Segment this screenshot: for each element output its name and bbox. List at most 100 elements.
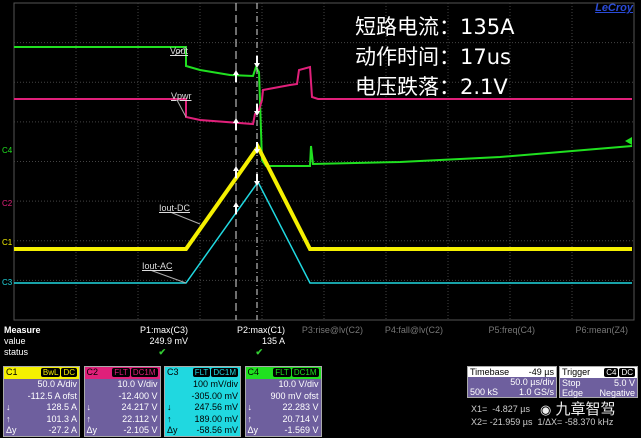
trigger-level: 5.0 V: [613, 378, 635, 388]
label-leader: [176, 99, 187, 118]
timebase-delay: -49 µs: [528, 367, 554, 377]
channel-tag: DC1M: [211, 368, 238, 377]
c3-marker[interactable]: C3: [2, 278, 13, 287]
iout-dc-label: Iout-DC: [159, 203, 191, 213]
channel-scale: 50.0 A/div: [37, 379, 77, 389]
down-arrow-icon: [254, 56, 260, 68]
label-leader: [169, 211, 201, 225]
channel-id: C2: [86, 367, 99, 377]
delta-y-value: -27.2 A: [48, 425, 77, 435]
trigger-label: Trigger: [562, 367, 591, 377]
param-name: P1:max(C3): [139, 325, 188, 335]
delta-y-icon: Δy: [247, 425, 259, 435]
graticule: [13, 2, 635, 321]
value-row-label: value: [4, 336, 26, 346]
annotation-text: 短路电流：135A 动作时间：17us 电压跌落：2.1V: [355, 12, 514, 102]
measure-param-6[interactable]: P6:mean(Z4): [548, 325, 628, 336]
iout-ac-label: Iout-AC: [142, 261, 173, 271]
voltage-drop: 电压跌落：2.1V: [355, 75, 508, 99]
up-arrow-icon: [233, 166, 239, 178]
cursor2-value: 22.112 V: [122, 413, 158, 424]
trigger-mode: Stop: [562, 378, 581, 388]
channel-tag: FLT: [112, 368, 130, 377]
cursor-down-icon: ↓: [86, 402, 92, 412]
measure-title: Measure: [4, 325, 41, 335]
cursor1-value: 22.283 V: [282, 402, 319, 412]
channel-id: C4: [247, 367, 260, 377]
timebase-box[interactable]: Timebase -49 µs 50.0 µs/div 500 kS 1.0 GS/…: [467, 366, 557, 398]
c1-iout-dc-trace: [14, 143, 632, 251]
status-row-label: status: [4, 347, 29, 357]
delta-y-icon: Δy: [86, 425, 98, 435]
measure-param-4[interactable]: P4:fall@lv(C2): [363, 325, 443, 336]
param-name: P2:max(C1): [236, 325, 285, 335]
channel-box-c3[interactable]: C3 FLT DC1M 100 mV/div -305.00 mV ↓ 247.56 …: [164, 366, 241, 437]
c4-vout-trace: [14, 46, 633, 167]
channel-box-c4[interactable]: C4 FLT DC1M 10.0 V/div 900 mV ofst ↓ 22.283…: [244, 366, 322, 437]
param-name: P5:freq(C4): [488, 325, 535, 335]
cursor-down-icon: ↓: [6, 402, 11, 412]
channel-scale: 10.0 V/div: [278, 379, 319, 389]
trigger-type: Edge: [562, 388, 584, 398]
measure-param-5[interactable]: P5:freq(C4): [455, 325, 535, 336]
trigger-level-marker: [625, 137, 632, 145]
channel-tag: FLT: [273, 368, 291, 377]
short-circuit-current: 短路电流：135A: [355, 15, 515, 39]
channel-tag: BwL: [40, 368, 61, 377]
status-check-icon: ✔: [255, 347, 263, 357]
param-name: P6:mean(Z4): [575, 325, 628, 335]
cursor-up-icon: ↑: [167, 413, 172, 424]
cursor1-value: 247.56 mV: [194, 402, 238, 412]
measure-param-1[interactable]: P1:max(C3) 249.9 mV ✔: [108, 325, 188, 358]
channel-offset: -305.00 mV: [191, 390, 238, 401]
channel-box-c1[interactable]: C1 BwL DC 50.0 A/div -112.5 A ofst ↓ 128.5 …: [3, 366, 80, 437]
c1-marker[interactable]: C1: [2, 238, 13, 247]
channel-id: C1: [6, 367, 18, 377]
trigger-coupling: DC: [619, 368, 635, 377]
channel-tag: FLT: [192, 368, 211, 377]
down-arrow-icon: [254, 142, 260, 154]
cursor2-value: 20.714 V: [282, 413, 319, 424]
measure-param-3[interactable]: P3:rise@lv(C2): [283, 325, 363, 336]
cursor2-value: 189.00 mV: [194, 413, 238, 424]
up-arrow-icon: [233, 70, 239, 82]
channel-id: C3: [167, 367, 179, 377]
cursor-x1-readout: X1= -4.827 µs: [471, 404, 530, 414]
channel-offset: -112.5 A ofst: [27, 390, 77, 401]
measure-param-2[interactable]: P2:max(C1) 135 A ✔: [205, 325, 285, 358]
channel-tag: DC: [61, 368, 77, 377]
param-value: 135 A: [261, 336, 285, 346]
vpwr-label: Vpwr: [171, 91, 192, 101]
vout-label: Vout: [170, 46, 189, 56]
status-check-icon: ✔: [158, 347, 166, 357]
delta-y-icon: Δy: [6, 425, 17, 435]
channel-scale: 10.0 V/div: [117, 379, 158, 389]
cursor-x2-readout: X2= -21.959 µs 1/ΔX= -58.370 kHz: [471, 417, 614, 427]
trigger-source: C4: [604, 368, 619, 377]
param-name: P3:rise@lv(C2): [301, 325, 363, 335]
cursor1-value: 24.217 V: [121, 402, 158, 412]
param-name: P4:fall@lv(C2): [384, 325, 443, 335]
c2-vpwr-trace: [14, 65, 632, 126]
label-leader: [174, 46, 187, 56]
c4-marker[interactable]: C4: [2, 146, 13, 155]
channel-offset: -12.400 V: [118, 390, 158, 401]
measure-header: Measure value status: [4, 325, 41, 358]
lecroy-logo: LeCroy: [595, 2, 633, 14]
timebase-samples: 500 kS: [470, 387, 499, 397]
trigger-box[interactable]: Trigger C4 DC Stop 5.0 V Edge Negative: [559, 366, 638, 398]
channel-tag: DC1M: [130, 368, 158, 377]
c2-marker[interactable]: C2: [2, 199, 13, 208]
cursor-down-icon: ↓: [167, 402, 172, 412]
delta-y-value: -2.105 V: [123, 425, 158, 435]
channel-box-c2[interactable]: C2 FLT DC1M 10.0 V/div -12.400 V ↓ 24.217 V…: [83, 366, 161, 437]
action-time: 动作时间：17us: [355, 45, 511, 69]
delta-y-value: -1.569 V: [284, 425, 319, 435]
trigger-slope: Negative: [599, 388, 635, 398]
channel-scale: 100 mV/div: [192, 379, 238, 389]
waveform-display[interactable]: [0, 0, 641, 322]
channel-tag: DC1M: [291, 368, 319, 377]
wechat-icon: ◉: [540, 402, 552, 417]
cursor-up-icon: ↑: [6, 413, 11, 424]
down-arrow-icon: [254, 174, 260, 186]
